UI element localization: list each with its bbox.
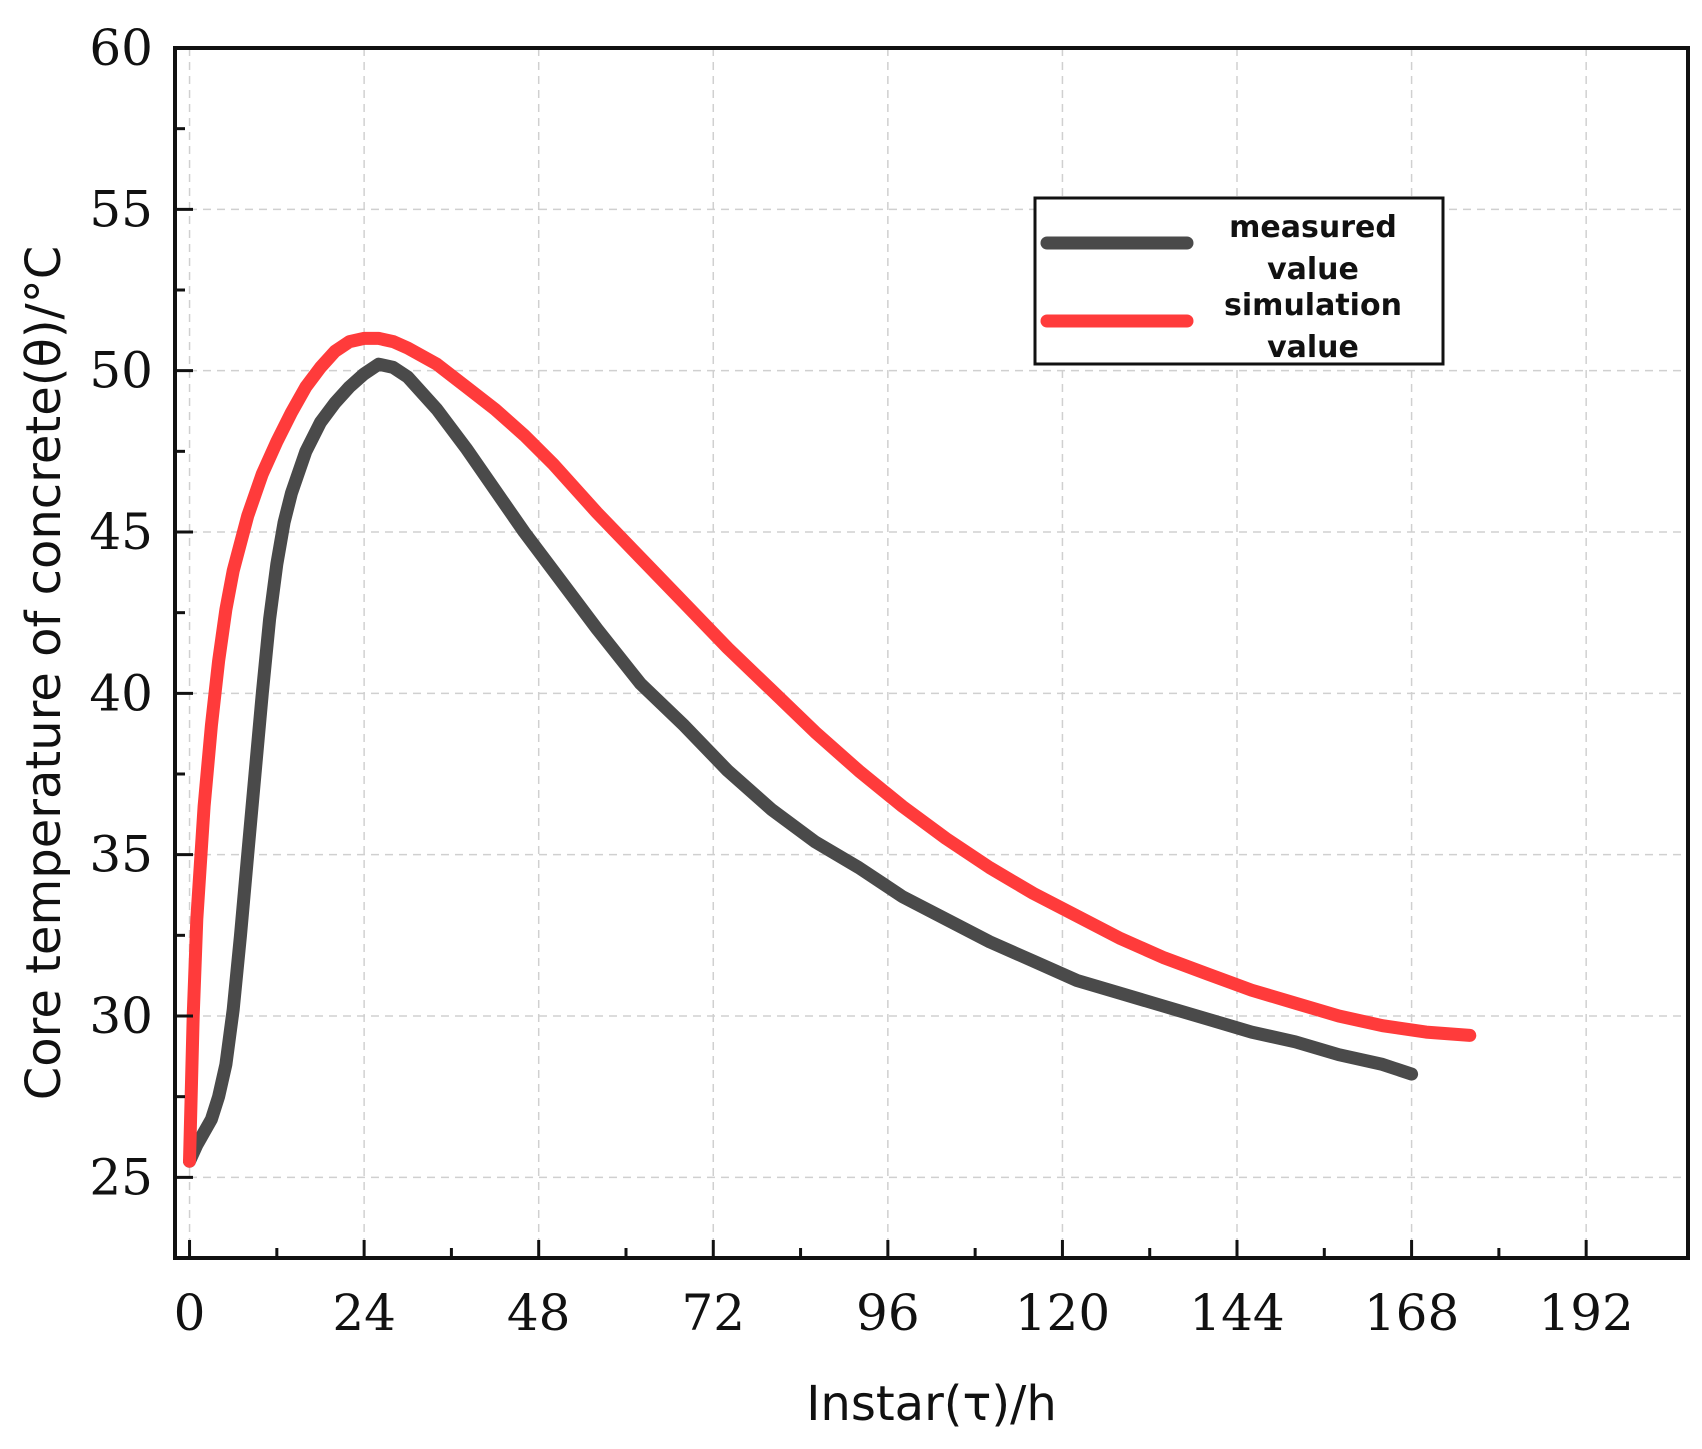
legend-label: value xyxy=(1267,330,1359,365)
legend-box xyxy=(1033,196,1445,366)
x-tick-label: 120 xyxy=(1015,1284,1110,1342)
x-tick-label: 168 xyxy=(1364,1284,1459,1342)
y-tick-label: 60 xyxy=(89,19,153,77)
legend-label: measured xyxy=(1229,210,1397,245)
y-tick-label: 35 xyxy=(89,826,153,884)
plot-frame xyxy=(173,46,1690,1260)
x-tick-label: 144 xyxy=(1189,1284,1284,1342)
y-tick-label: 25 xyxy=(89,1148,153,1206)
y-tick-label: 40 xyxy=(89,664,153,722)
ticks: 0 24 48 72 96 120 144 168 192 25 30 35 40 45 50 55 60 xyxy=(89,19,1634,1342)
x-tick-label: 48 xyxy=(507,1284,571,1342)
x-tick-label: 96 xyxy=(856,1284,920,1342)
y-tick-label: 50 xyxy=(89,342,153,400)
x-tick-label: 192 xyxy=(1538,1284,1633,1342)
x-tick-label: 72 xyxy=(681,1284,745,1342)
x-tick-label: 0 xyxy=(174,1284,206,1342)
series-layer xyxy=(183,331,1477,1168)
y-axis-title: Core temperature of concrete(θ)/°C xyxy=(16,246,72,1100)
y-tick-label: 45 xyxy=(89,503,153,561)
y-tick-label: 55 xyxy=(89,180,153,238)
x-axis-title: Instar(τ)/h xyxy=(806,1376,1057,1432)
y-tick-label: 30 xyxy=(89,987,153,1045)
legend-label: value xyxy=(1267,252,1359,287)
series-line-measured-value xyxy=(183,357,1419,1168)
series-line-simulation-value xyxy=(183,331,1477,1168)
legend-label: simulation xyxy=(1224,288,1402,323)
x-tick-label: 24 xyxy=(332,1284,396,1342)
